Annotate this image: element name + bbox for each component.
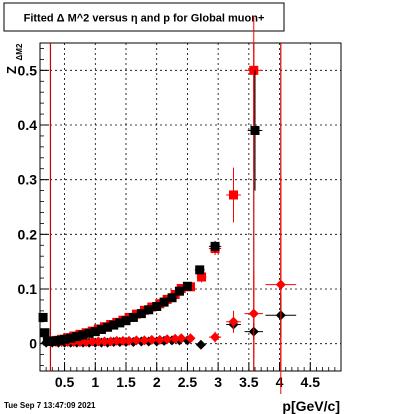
data-point-square [136, 309, 146, 319]
plot-frame [39, 42, 342, 372]
data-point-square [159, 297, 169, 307]
data-marks [38, 15, 297, 394]
data-point-square [152, 301, 162, 311]
data-point-diamond [131, 335, 142, 346]
tick-labels: 0.5 1 1.5 2 2.5 3 3.5 4 4.5 0 0.1 0.2 0.3 0.4 0.5 [18, 62, 321, 390]
data-point-diamond [248, 308, 259, 319]
data-point-square [144, 305, 154, 315]
data-point-diamond [162, 334, 173, 345]
y-tick-label: 0.3 [18, 172, 38, 188]
data-point-diamond [87, 336, 98, 347]
x-tick-label: 2.5 [178, 374, 198, 390]
series-0 [38, 70, 263, 346]
date-stamp: Tue Sep 7 13:47:09 2021 [4, 401, 96, 410]
x-tick-label: 4 [276, 374, 284, 390]
data-point-square [167, 293, 177, 303]
data-point-diamond [154, 334, 165, 345]
vertical-lines [49, 43, 282, 371]
x-tick-label: 4.5 [301, 374, 321, 390]
data-point-square [66, 333, 76, 343]
chart-title: Fitted Δ M^2 versus η and p for Global m… [24, 13, 265, 25]
data-point-square [90, 327, 100, 337]
y-tick-label: 0.1 [18, 281, 38, 297]
data-point-square [128, 312, 138, 322]
data-point-diamond [195, 339, 206, 350]
data-point-square [60, 334, 70, 344]
y-axis-label-main: Z [4, 66, 19, 74]
data-point-square [121, 316, 131, 326]
data-point-diamond [99, 336, 110, 347]
data-point-square [103, 322, 113, 332]
title-box [3, 2, 285, 32]
data-point-diamond [228, 316, 239, 327]
y-axis-label-sub: ΔM2 [15, 43, 24, 60]
axis-ticks [39, 48, 342, 371]
series-3 [46, 175, 297, 394]
data-point-square [250, 125, 260, 135]
data-point-diamond [111, 335, 122, 346]
data-point-diamond [275, 279, 286, 290]
data-point-square [229, 190, 238, 200]
data-point-square [38, 312, 48, 322]
grid [40, 43, 341, 371]
x-tick-label: 1.5 [116, 374, 136, 390]
data-point-square [84, 328, 94, 338]
y-tick-label: 0.4 [18, 117, 38, 133]
data-point-diamond [105, 336, 116, 347]
data-point-square [182, 281, 192, 291]
y-tick-label: 0 [29, 336, 37, 352]
x-tick-label: 3.5 [239, 374, 259, 390]
data-point-diamond [210, 332, 221, 343]
data-point-square [72, 332, 82, 342]
data-point-square [55, 335, 65, 345]
data-point-square [249, 65, 259, 75]
data-point-square [96, 324, 106, 334]
data-point-square [195, 265, 205, 275]
y-axis-label: Z [4, 66, 19, 74]
data-point-diamond [146, 334, 157, 345]
data-point-square [109, 320, 119, 330]
x-tick-label: 2 [153, 374, 161, 390]
series-1 [47, 15, 263, 346]
y-tick-label: 0.5 [18, 62, 38, 78]
y-tick-label: 0.2 [18, 226, 38, 242]
data-point-square [197, 272, 207, 282]
data-point-diamond [185, 333, 196, 344]
y-axis-label-sub-wrap: ΔM2 [15, 43, 24, 60]
data-point-diamond [93, 336, 104, 347]
data-point-square [78, 330, 88, 340]
data-point-diamond [124, 335, 135, 346]
data-point-square [210, 241, 220, 251]
data-point-square [40, 328, 50, 338]
data-point-square [115, 318, 125, 328]
x-tick-label: 0.5 [55, 374, 75, 390]
x-axis-label: p[GeV/c] [282, 398, 340, 414]
data-point-square [174, 286, 184, 296]
x-tick-label: 3 [214, 374, 222, 390]
data-point-diamond [139, 335, 150, 346]
x-tick-label: 1 [91, 374, 99, 390]
data-point-diamond [117, 335, 128, 346]
data-point-diamond [170, 333, 181, 344]
data-point-diamond [81, 337, 92, 348]
data-point-diamond [176, 333, 187, 344]
